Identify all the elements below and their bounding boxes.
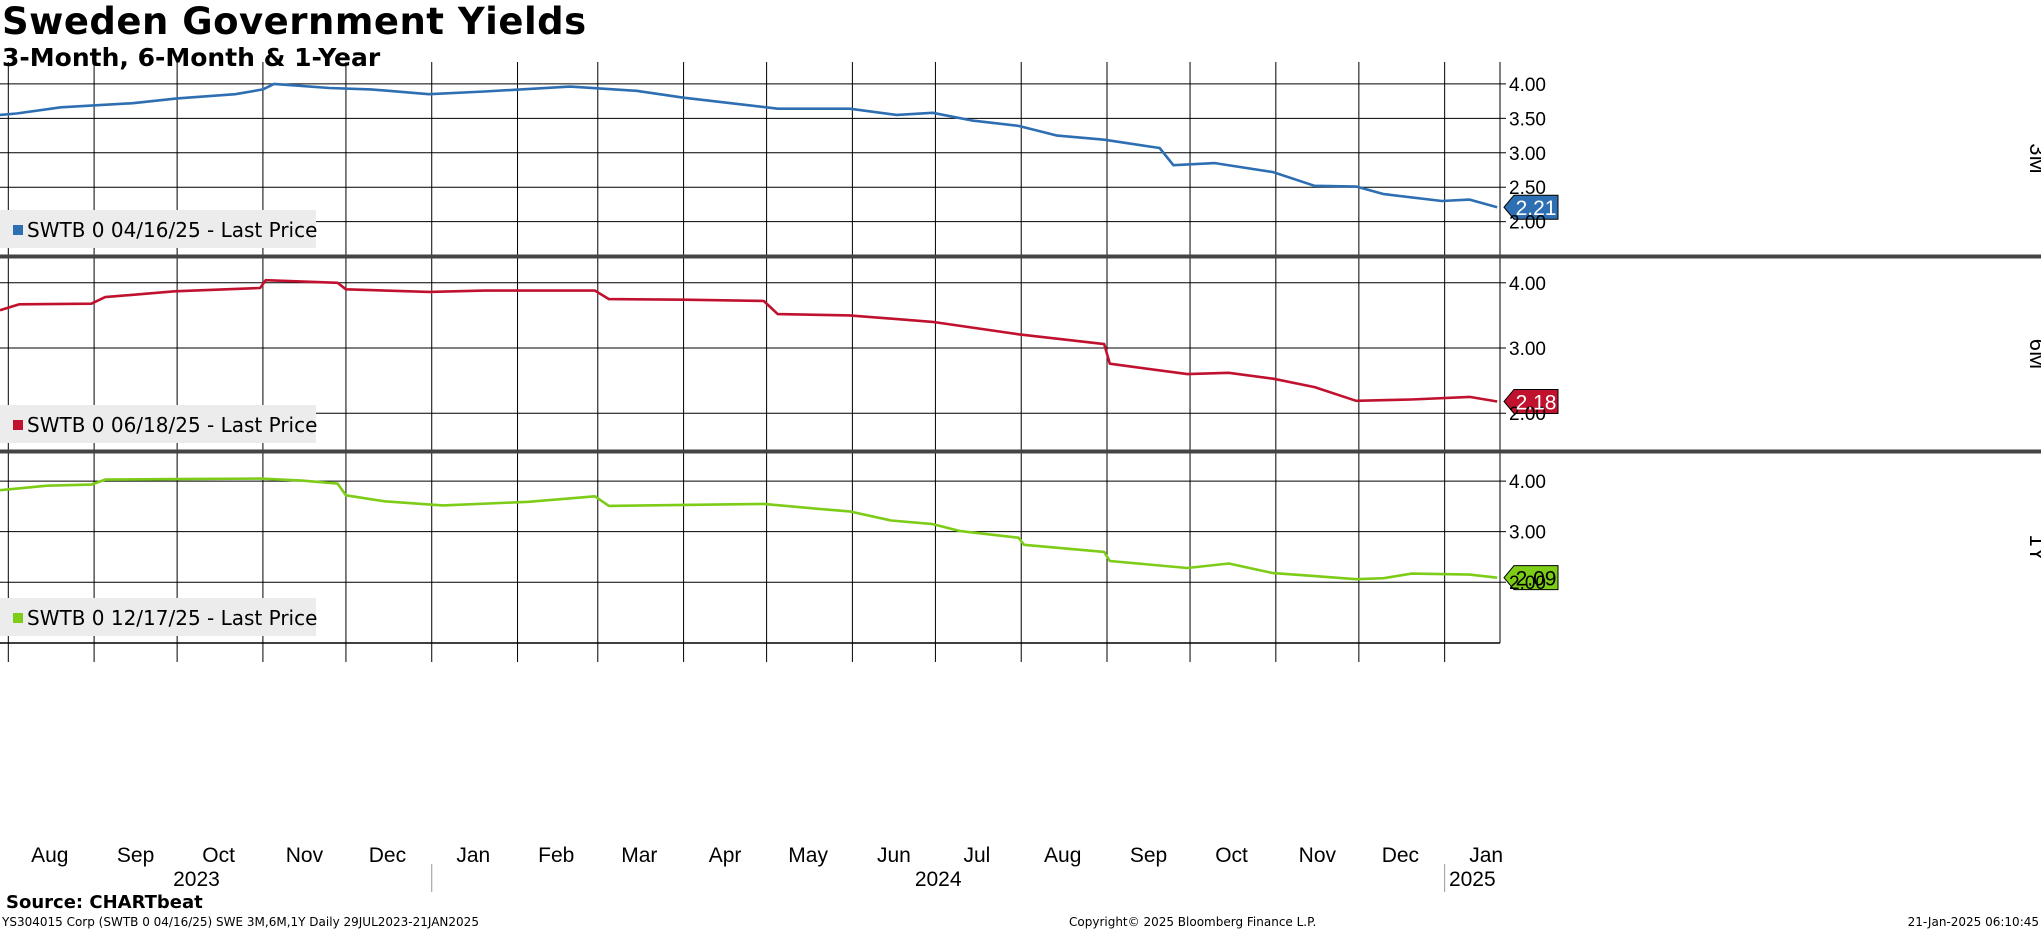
legend-box (0, 210, 316, 248)
x-month-label: Jun (877, 844, 911, 867)
last-value-label: 2.18 (1516, 391, 1557, 414)
legend-label: SWTB 0 12/17/25 - Last Price (27, 606, 317, 630)
panel-label: 6M (2025, 339, 2041, 370)
series-line-6m (0, 278, 1498, 403)
last-value-label: 2.21 (1516, 197, 1557, 220)
y-tick-label: 4.00 (1509, 274, 1546, 295)
legend-box (0, 598, 316, 636)
y-tick-label: 3.00 (1509, 144, 1546, 165)
legend-label: SWTB 0 06/18/25 - Last Price (27, 413, 317, 437)
copyright-text: Copyright© 2025 Bloomberg Finance L.P. (1069, 915, 1317, 929)
x-month-label: Nov (1299, 844, 1337, 867)
x-month-label: Jul (964, 844, 991, 867)
x-month-label: Jan (1469, 844, 1503, 867)
legend-swatch (13, 613, 23, 623)
chart-subtitle: 3-Month, 6-Month & 1-Year (2, 43, 381, 72)
ticker-line: YS304015 Corp (SWTB 0 04/16/25) SWE 3M,6… (2, 915, 479, 929)
last-value-label: 2.09 (1516, 568, 1557, 591)
x-month-label: May (788, 844, 828, 867)
x-month-label: Oct (202, 844, 235, 867)
x-month-label: Jan (456, 844, 490, 867)
legend-swatch (13, 225, 23, 235)
x-month-label: Sep (1130, 844, 1167, 867)
x-year-label: 2024 (915, 868, 962, 891)
panel-1y (0, 453, 1559, 643)
panel-label: 3M (2025, 143, 2041, 174)
legend-label: SWTB 0 04/16/25 - Last Price (27, 218, 317, 242)
y-tick-label: 2.50 (1509, 178, 1546, 199)
y-tick-label: 2.00 (1509, 573, 1546, 594)
legend-swatch (13, 420, 23, 430)
x-month-label: Oct (1215, 844, 1248, 867)
last-value-tag (1503, 565, 1559, 591)
series-line-3m (0, 82, 1498, 209)
x-month-label: Sep (117, 844, 154, 867)
x-month-label: Apr (709, 844, 742, 867)
panel-label: 1Y (2025, 535, 2041, 562)
panel-6m (0, 258, 1559, 450)
chart-title: Sweden Government Yields (2, 0, 587, 43)
source-label: Source: CHARTbeat (6, 892, 203, 913)
y-tick-label: 3.00 (1509, 523, 1546, 544)
y-tick-label: 3.00 (1509, 339, 1546, 360)
y-tick-label: 2.00 (1509, 404, 1546, 425)
timestamp-text: 21-Jan-2025 06:10:45 (1907, 915, 2039, 929)
y-tick-label: 4.00 (1509, 75, 1546, 96)
x-month-label: Dec (1382, 844, 1419, 867)
last-value-tag (1503, 194, 1559, 220)
x-year-label: 2023 (173, 868, 220, 891)
legend-box (0, 405, 316, 443)
series-line-1y (0, 477, 1498, 581)
x-month-label: Aug (31, 844, 68, 867)
x-month-label: Nov (286, 844, 324, 867)
x-year-label: 2025 (1449, 868, 1496, 891)
y-tick-label: 3.50 (1509, 109, 1546, 130)
x-month-label: Feb (538, 844, 574, 867)
x-month-label: Mar (621, 844, 657, 867)
x-month-label: Dec (369, 844, 406, 867)
x-month-label: Aug (1044, 844, 1081, 867)
panel-3m (0, 62, 1559, 255)
last-value-tag (1503, 388, 1559, 414)
y-tick-label: 2.00 (1509, 213, 1546, 234)
y-tick-label: 4.00 (1509, 472, 1546, 493)
